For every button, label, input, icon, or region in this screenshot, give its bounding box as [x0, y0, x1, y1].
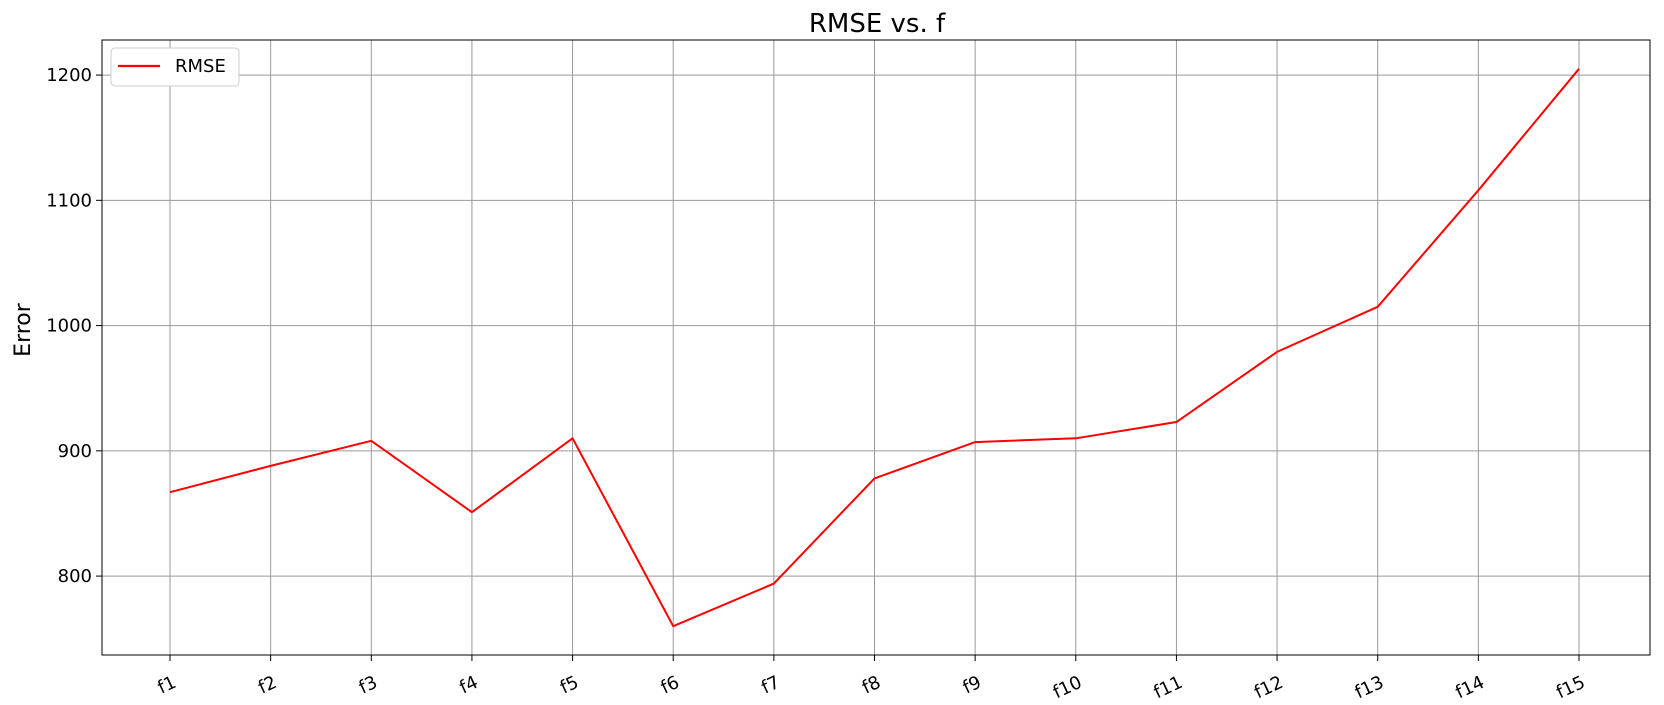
x-tick-label: f4 [456, 672, 481, 699]
x-tick-label: f3 [356, 672, 381, 699]
x-tick-label: f2 [255, 672, 280, 699]
y-tick-label: 1100 [46, 190, 92, 211]
legend-box [110, 47, 240, 87]
y-tick-label: 1200 [46, 65, 92, 86]
plot-frame [101, 39, 1651, 656]
y-axis-title: Error [11, 302, 36, 357]
x-tick-label: f1 [154, 672, 179, 699]
y-tick-label: 1000 [46, 316, 92, 337]
legend: RMSE [110, 47, 240, 87]
series-layer [169, 68, 1580, 628]
axis-layer: f1 f2 f3 f4 f5 f6 f7 f8 f9 f10 f11 f12 f13 f14 f15 800 9… [46, 65, 1588, 703]
x-tick-label: f6 [658, 672, 683, 699]
x-tick-label: f13 [1352, 672, 1387, 703]
x-tick-label: f5 [557, 672, 582, 699]
chart-title: RMSE vs. f [809, 9, 946, 39]
grid-layer [102, 40, 1650, 655]
x-tick-label: f11 [1150, 672, 1185, 703]
x-tick-label: f12 [1251, 672, 1286, 703]
x-tick-label: f9 [960, 672, 985, 699]
y-tick-label: 900 [58, 441, 92, 462]
x-tick-label: f7 [758, 672, 783, 699]
x-tick-label: f14 [1452, 672, 1487, 703]
x-tick-label: f10 [1050, 672, 1085, 703]
x-tick-label: f8 [859, 672, 884, 699]
x-tick-label: f15 [1553, 672, 1588, 703]
y-tick-label: 800 [58, 566, 92, 587]
legend-label-rmse: RMSE [175, 56, 226, 77]
